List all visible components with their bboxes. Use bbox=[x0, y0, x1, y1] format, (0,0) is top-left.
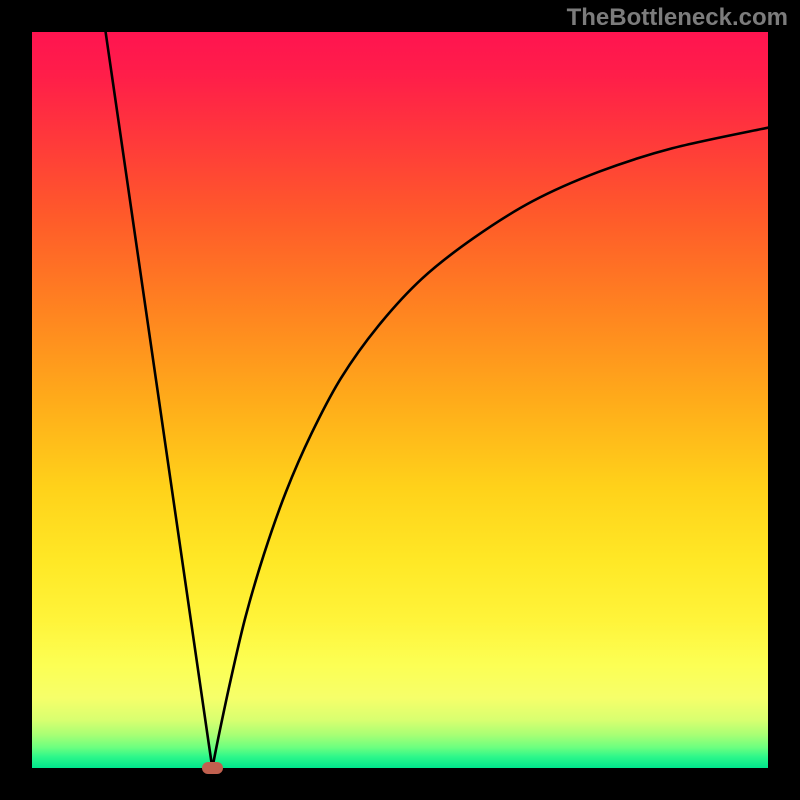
plot-area bbox=[32, 32, 768, 768]
bottleneck-curve bbox=[32, 32, 768, 768]
watermark-text: TheBottleneck.com bbox=[567, 4, 788, 32]
optimal-point-marker bbox=[202, 762, 223, 773]
curve-left-branch bbox=[106, 32, 213, 768]
curve-right-branch bbox=[212, 128, 768, 768]
chart-frame: TheBottleneck.com bbox=[0, 0, 800, 800]
